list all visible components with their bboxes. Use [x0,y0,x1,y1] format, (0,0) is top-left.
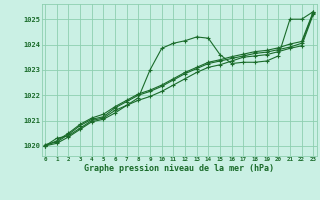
X-axis label: Graphe pression niveau de la mer (hPa): Graphe pression niveau de la mer (hPa) [84,164,274,173]
